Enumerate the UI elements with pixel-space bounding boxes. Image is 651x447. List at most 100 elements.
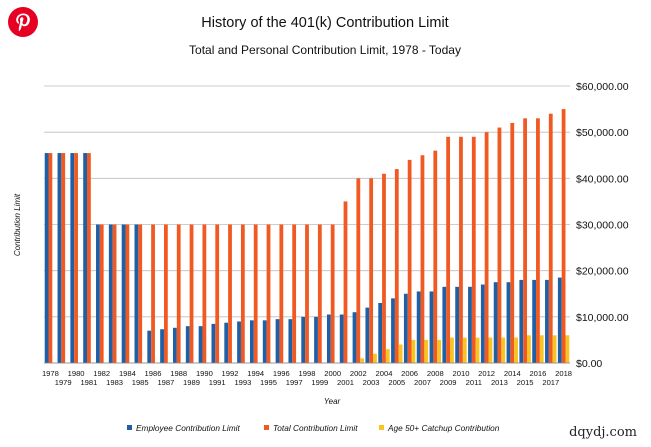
y-tick-label: $40,000.00 <box>576 173 629 185</box>
bar-employee <box>378 302 383 363</box>
bar-employee <box>224 322 229 363</box>
bar-employee <box>249 320 254 363</box>
x-tick-label: 1993 <box>234 378 251 387</box>
bars <box>44 109 570 364</box>
x-tick-label: 2015 <box>517 378 534 387</box>
bar-catchup <box>565 335 570 363</box>
bar-employee <box>198 326 203 363</box>
x-tick-label: 2011 <box>466 378 482 387</box>
bar-catchup <box>437 339 441 363</box>
bar-catchup <box>385 349 390 363</box>
x-tick-label: 1990 <box>196 369 213 378</box>
x-tick-label: 2017 <box>542 378 559 387</box>
bar-catchup <box>552 335 557 363</box>
bar-employee <box>211 323 216 363</box>
x-tick-label: 1979 <box>55 378 72 387</box>
bar-total <box>163 224 168 363</box>
bar-total <box>382 173 386 363</box>
bar-employee <box>519 279 524 363</box>
bar-employee <box>173 327 177 363</box>
bar-total <box>176 224 181 363</box>
x-tick-label: 1995 <box>260 378 277 387</box>
bar-employee <box>352 312 357 363</box>
x-tick-label: 2002 <box>350 369 367 378</box>
legend: Employee Contribution Limit Total Contrib… <box>127 423 500 433</box>
bar-total <box>151 224 155 363</box>
x-tick-label: 1981 <box>80 378 97 387</box>
bar-total <box>48 153 53 363</box>
x-tick-label: 1980 <box>68 369 85 378</box>
x-tick-label: 2000 <box>324 369 341 378</box>
bar-employee <box>480 284 485 363</box>
bar-catchup <box>450 337 454 363</box>
y-tick-label: $10,000.00 <box>576 312 629 324</box>
bar-total <box>523 118 527 363</box>
bar-employee <box>96 224 100 363</box>
bar-employee <box>365 307 370 363</box>
bar-total <box>189 224 194 363</box>
bar-catchup <box>488 337 493 363</box>
bar-employee <box>442 286 447 363</box>
bar-employee <box>237 321 241 363</box>
x-tick-label: 1998 <box>299 369 316 378</box>
bar-total <box>536 118 540 363</box>
x-tick-label: 1996 <box>273 369 290 378</box>
bar-total <box>279 224 284 363</box>
x-tick-label: 2009 <box>440 378 457 387</box>
y-tick-label: $20,000.00 <box>576 266 629 278</box>
bar-employee <box>429 291 434 363</box>
bar-employee <box>301 316 306 363</box>
bar-total <box>497 127 502 363</box>
bar-catchup <box>424 339 429 363</box>
bar-total <box>433 150 438 363</box>
bar-employee <box>262 320 267 363</box>
legend-label: Total Contribution Limit <box>273 423 358 433</box>
bar-employee <box>403 293 408 363</box>
legend-label: Employee Contribution Limit <box>136 423 240 433</box>
x-tick-label: 1992 <box>222 369 239 378</box>
bar-employee <box>455 286 460 363</box>
x-tick-label: 2010 <box>453 369 470 378</box>
x-tick-label: 2016 <box>529 369 546 378</box>
bar-total <box>343 201 348 363</box>
pinterest-icon-circle <box>8 7 38 37</box>
bar-catchup <box>462 337 467 363</box>
bar-total <box>561 109 566 363</box>
x-tick-label: 1999 <box>311 378 328 387</box>
bar-employee <box>70 153 75 363</box>
bar-total <box>394 169 399 363</box>
bar-employee <box>416 291 421 363</box>
x-tick-label: 2007 <box>414 378 431 387</box>
x-tick-label: 1988 <box>170 369 187 378</box>
bar-employee <box>288 319 293 363</box>
bar-total <box>446 136 451 363</box>
bar-employee <box>339 314 344 363</box>
bar-employee <box>44 153 49 363</box>
x-tick-label: 1989 <box>183 378 200 387</box>
bar-catchup <box>373 353 377 363</box>
bar-employee <box>493 282 498 363</box>
pinterest-icon[interactable] <box>8 7 38 37</box>
x-tick-label: 1978 <box>42 369 59 378</box>
y-tick-label: $0.00 <box>576 358 602 370</box>
x-axis-label: Year <box>324 397 341 406</box>
bar-total <box>215 224 220 363</box>
x-tick-label: 1984 <box>119 369 136 378</box>
chart-title: History of the 401(k) Contribution Limit <box>201 15 448 31</box>
legend-label: Age 50+ Catchup Contribution <box>387 423 500 433</box>
chart-subtitle: Total and Personal Contribution Limit, 1… <box>189 43 461 57</box>
bar-employee <box>121 224 126 363</box>
x-tick-label: 1983 <box>106 378 123 387</box>
x-tick-label: 1986 <box>145 369 162 378</box>
bar-total <box>369 178 374 363</box>
axes: $0.00 $10,000.00 $20,000.00 $30,000.00 $40,0… <box>42 81 629 387</box>
bar-total <box>266 224 271 363</box>
bar-total <box>317 224 322 363</box>
x-tick-label: 2001 <box>337 378 354 387</box>
x-tick-label: 2006 <box>401 369 418 378</box>
bar-total <box>138 224 143 363</box>
bar-catchup <box>360 358 365 363</box>
bar-employee <box>506 282 511 363</box>
bar-total <box>240 224 245 363</box>
